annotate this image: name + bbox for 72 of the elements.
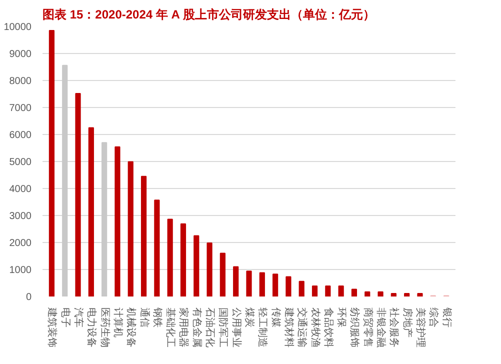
- bar: [259, 272, 265, 296]
- y-tick-label: 8000: [9, 76, 32, 87]
- x-tick-label: 美容护理: [414, 308, 426, 348]
- x-tick-label: 非银金融: [375, 308, 388, 348]
- y-tick-label: 10000: [4, 22, 32, 33]
- bar: [404, 293, 410, 296]
- bar: [298, 280, 304, 296]
- x-tick-label: 家用电器: [178, 308, 190, 348]
- bar: [233, 266, 239, 296]
- bar: [364, 291, 370, 296]
- x-tick-label: 食品饮料: [322, 308, 334, 348]
- x-tick-label: 商贸零售: [362, 308, 374, 348]
- bar: [206, 242, 212, 296]
- x-tick-label: 环保: [336, 308, 347, 328]
- y-tick-label: 6000: [9, 130, 32, 141]
- x-tick-label: 交通运输: [296, 308, 308, 348]
- x-tick-label: 基础化工: [164, 308, 177, 348]
- bar: [180, 223, 186, 296]
- bar: [378, 291, 384, 296]
- x-tick-label: 农林牧渔: [309, 308, 322, 348]
- x-tick-label: 有色金属: [190, 308, 203, 348]
- bar: [194, 235, 200, 296]
- y-tick-label: 5000: [9, 157, 32, 168]
- bar: [325, 285, 331, 296]
- bar: [88, 127, 94, 296]
- x-tick-label: 轻工制造: [256, 308, 269, 348]
- x-tick-label: 传媒: [270, 308, 281, 328]
- x-tick-label: 银行: [440, 306, 452, 328]
- x-tick-label: 国防军工: [217, 308, 230, 348]
- y-tick-label: 2000: [9, 238, 32, 249]
- x-tick-label: 建筑装饰: [46, 306, 58, 348]
- bar: [140, 176, 147, 296]
- x-tick-label: 煤炭: [244, 308, 256, 328]
- y-tick-label: 0: [26, 292, 32, 303]
- x-tick-label: 电力设备: [86, 308, 98, 348]
- y-tick-label: 1000: [9, 265, 32, 276]
- bar: [154, 200, 160, 296]
- x-tick-label: 电子: [59, 308, 72, 328]
- y-tick-label: 3000: [9, 211, 32, 222]
- bar: [128, 161, 134, 296]
- x-tick-label: 社会服务: [388, 308, 400, 348]
- bar: [272, 274, 278, 296]
- bar: [102, 142, 108, 296]
- bar: [312, 285, 318, 296]
- x-tick-label: 钢铁: [151, 306, 164, 328]
- bar: [114, 146, 120, 296]
- x-tick-label: 通信: [138, 308, 150, 328]
- bar: [75, 92, 81, 296]
- x-tick-label: 纺织服饰: [348, 308, 361, 348]
- bar: [351, 288, 358, 296]
- x-tick-label: 公用事业: [230, 308, 242, 348]
- x-tick-label: 石油石化: [204, 308, 216, 348]
- bar: [338, 285, 344, 296]
- x-tick-label: 汽车: [72, 308, 85, 328]
- x-tick-label: 机械设备: [125, 308, 138, 348]
- bar: [220, 252, 226, 296]
- y-tick-label: 7000: [9, 103, 32, 114]
- bar: [167, 218, 173, 296]
- y-tick-label: 4000: [9, 184, 32, 195]
- x-tick-label: 房地产: [401, 308, 414, 338]
- x-tick-label: 医药生物: [98, 308, 111, 348]
- bar: [390, 293, 396, 296]
- bar: [62, 64, 68, 296]
- x-tick-label: 建筑材料: [282, 306, 295, 348]
- bar: [246, 270, 252, 296]
- x-tick-label: 综合: [428, 308, 440, 328]
- bar: [48, 30, 55, 296]
- bar: [286, 276, 292, 296]
- x-tick-label: 计算机: [112, 308, 124, 338]
- y-tick-label: 9000: [9, 49, 32, 60]
- bar: [417, 293, 423, 296]
- chart-title: 图表 15：2020-2024 年 A 股上市公司研发支出（单位：亿元）: [42, 8, 375, 22]
